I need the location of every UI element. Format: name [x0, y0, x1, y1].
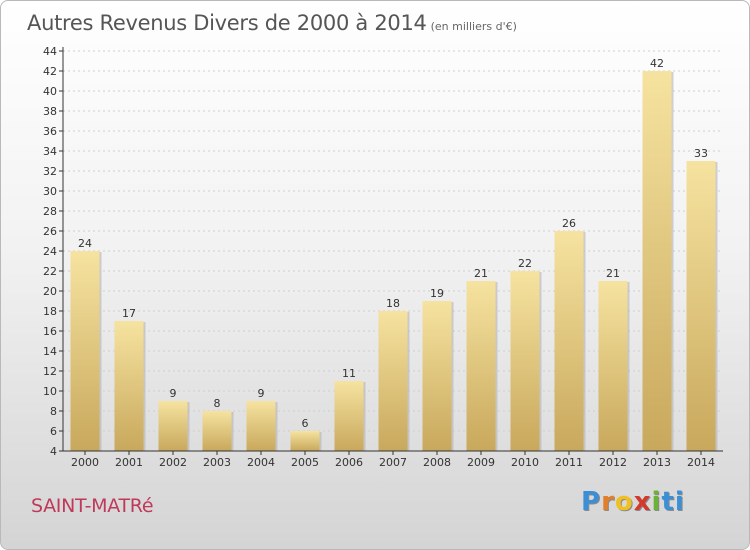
y-tick-label: 14: [43, 345, 57, 358]
y-tick-label: 20: [43, 285, 57, 298]
y-tick-label: 40: [43, 85, 57, 98]
x-tick-label: 2001: [115, 456, 143, 469]
y-tick-label: 10: [43, 385, 57, 398]
bar-value-label: 42: [650, 57, 664, 70]
y-tick-label: 26: [43, 225, 57, 238]
bar-value-label: 17: [122, 307, 136, 320]
bar-value-label: 9: [258, 387, 265, 400]
x-tick-label: 2006: [335, 456, 363, 469]
bar-value-label: 33: [694, 147, 708, 160]
bar: [158, 401, 188, 451]
bar-value-label: 18: [386, 297, 400, 310]
city-name: SAINT-MATRé: [31, 495, 154, 517]
bar: [202, 411, 232, 451]
x-tick-label: 2003: [203, 456, 231, 469]
bar-value-label: 26: [562, 217, 576, 230]
bar-value-label: 6: [302, 417, 309, 430]
bar-value-label: 8: [214, 397, 221, 410]
chart-title: Autres Revenus Divers de 2000 à 2014 (en …: [27, 11, 517, 35]
logo-letter: i: [674, 487, 685, 517]
bar: [422, 301, 452, 451]
x-tick-label: 2000: [71, 456, 99, 469]
bar: [246, 401, 276, 451]
bar: [466, 281, 496, 451]
bar: [334, 381, 364, 451]
y-tick-label: 18: [43, 305, 57, 318]
y-tick-label: 22: [43, 265, 57, 278]
y-tick-label: 32: [43, 165, 57, 178]
y-tick-label: 30: [43, 185, 57, 198]
x-tick-label: 2012: [599, 456, 627, 469]
y-tick-label: 6: [50, 425, 57, 438]
bar-value-label: 21: [606, 267, 620, 280]
bar: [642, 71, 672, 451]
logo-letter: P: [581, 487, 602, 517]
bar: [70, 251, 100, 451]
y-tick-label: 4: [50, 445, 57, 458]
x-tick-label: 2013: [643, 456, 671, 469]
x-tick-label: 2009: [467, 456, 495, 469]
logo-letter: i: [651, 487, 662, 517]
bar-value-label: 22: [518, 257, 532, 270]
bar: [686, 161, 716, 451]
y-tick-label: 24: [43, 245, 57, 258]
bar: [290, 431, 320, 451]
x-tick-label: 2011: [555, 456, 583, 469]
y-tick-label: 34: [43, 145, 57, 158]
bar-value-label: 11: [342, 367, 356, 380]
logo-letter: t: [661, 487, 675, 517]
y-tick-label: 38: [43, 105, 57, 118]
bar-value-label: 21: [474, 267, 488, 280]
bar: [598, 281, 628, 451]
y-tick-label: 36: [43, 125, 57, 138]
y-tick-label: 16: [43, 325, 57, 338]
x-tick-label: 2002: [159, 456, 187, 469]
x-tick-label: 2010: [511, 456, 539, 469]
y-tick-label: 28: [43, 205, 57, 218]
bar-value-label: 9: [170, 387, 177, 400]
bar: [510, 271, 540, 451]
x-tick-label: 2008: [423, 456, 451, 469]
x-tick-label: 2005: [291, 456, 319, 469]
y-tick-label: 12: [43, 365, 57, 378]
bar: [554, 231, 584, 451]
y-tick-label: 42: [43, 65, 57, 78]
chart-title-text: Autres Revenus Divers de 2000 à 2014: [27, 11, 427, 35]
y-tick-label: 8: [50, 405, 57, 418]
logo-letter: r: [601, 487, 615, 517]
bar-value-label: 24: [78, 237, 92, 250]
x-tick-label: 2014: [687, 456, 715, 469]
x-tick-label: 2007: [379, 456, 407, 469]
bar: [378, 311, 408, 451]
bar: [114, 321, 144, 451]
logo-letter: o: [614, 487, 634, 517]
y-tick-label: 44: [43, 45, 57, 58]
bar-value-label: 19: [430, 287, 444, 300]
proxiti-logo: Proxiti: [581, 487, 685, 517]
x-tick-label: 2004: [247, 456, 275, 469]
chart-subtitle: (en milliers d'€): [430, 20, 517, 33]
logo-letter: x: [633, 487, 652, 517]
